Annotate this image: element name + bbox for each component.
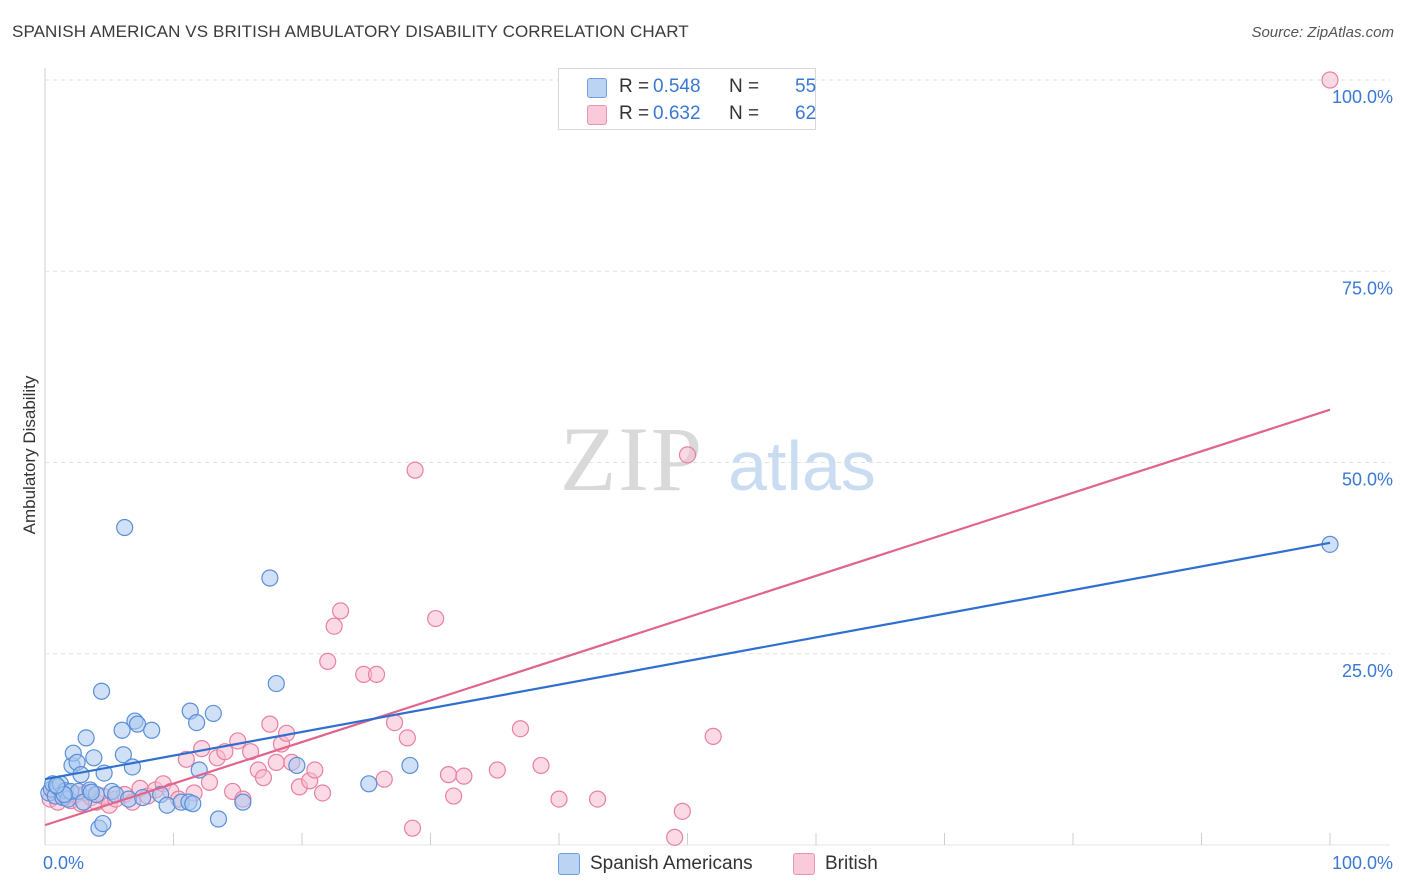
trend-lines [44, 408, 1331, 827]
british-point [673, 802, 691, 820]
spanish-american-point [113, 721, 131, 739]
british-point [229, 732, 247, 750]
british-point [427, 609, 445, 628]
spanish-american-point [134, 788, 152, 807]
spanish-american-point [85, 749, 103, 767]
british-point [455, 767, 473, 785]
bottom-legend-label: Spanish Americans [590, 853, 753, 874]
british-point [511, 720, 530, 738]
british-point [267, 753, 285, 771]
spanish-american-point [128, 715, 147, 733]
bottom-legend-label: British [825, 853, 878, 874]
legend-n-label: N = [729, 103, 760, 124]
british-point [406, 461, 424, 479]
british-point [666, 828, 684, 846]
british-point [403, 819, 422, 837]
british-point [177, 750, 195, 768]
watermark-zip: ZIP [560, 408, 704, 510]
y-axis-label: Ambulatory Disability [20, 375, 39, 534]
legend-swatch-pink [587, 105, 607, 125]
british-point [488, 761, 506, 779]
chart-title: SPANISH AMERICAN VS BRITISH AMBULATORY D… [12, 22, 689, 41]
british-point [375, 770, 393, 788]
legend-r-value: 0.632 [653, 103, 701, 124]
spanish-american-point [77, 729, 95, 747]
legend-swatch-blue [587, 78, 607, 98]
british-point [254, 769, 273, 787]
british-trend-line [44, 408, 1331, 827]
british-point [445, 787, 463, 805]
british-point [200, 773, 219, 791]
spanish-american-point [360, 775, 378, 793]
british-point [367, 665, 386, 684]
chart-source: Source: ZipAtlas.com [1251, 24, 1394, 41]
british-point [331, 602, 350, 620]
spanish-american-point [261, 569, 279, 587]
spanish-american-point [143, 721, 161, 739]
spanish-american-point [92, 682, 111, 700]
axis-labels: 0.0% 100.0% 25.0% 50.0% 75.0% 100.0% [43, 87, 1393, 873]
british-point [532, 756, 550, 775]
british-point [439, 766, 458, 784]
spanish-american-point [401, 756, 419, 775]
spanish-american-point [94, 814, 112, 833]
british-point [319, 652, 337, 671]
legend-box: R = 0.548 N = 55 R = 0.632 N = 62 [558, 68, 816, 130]
spanish-american-point [267, 674, 285, 693]
watermark-atlas: atlas [728, 427, 876, 505]
british-point [398, 729, 416, 747]
british-point [550, 790, 568, 808]
spanish-american-point [116, 518, 134, 537]
british-points [41, 71, 1339, 846]
british-point [261, 715, 279, 733]
spanish-american-point [114, 746, 132, 764]
spanish-americans-trend-line [44, 541, 1331, 781]
british-point [678, 446, 697, 464]
y-tick-label: 25.0% [1342, 661, 1393, 681]
spanish-american-point [209, 810, 228, 828]
x-tick-label: 100.0% [1332, 853, 1393, 873]
y-tick-label: 100.0% [1332, 87, 1393, 107]
y-tick-label: 50.0% [1342, 470, 1393, 490]
british-point [306, 761, 324, 779]
bottom-legend-swatch-blue [558, 853, 580, 875]
spanish-american-point [204, 704, 222, 723]
y-tick-label: 75.0% [1342, 278, 1393, 298]
british-point [588, 790, 607, 808]
spanish-american-point [288, 756, 306, 775]
x-axis-ticks [44, 833, 1331, 845]
legend-n-value: 62 [795, 103, 817, 124]
x-tick-label: 0.0% [43, 853, 84, 873]
spanish-american-point [158, 796, 176, 814]
legend-r-label: R = [619, 76, 650, 97]
british-point [325, 617, 343, 635]
spanish-american-point [47, 776, 66, 794]
legend-r-value: 0.548 [653, 76, 701, 97]
british-point [313, 784, 332, 802]
spanish-american-point [188, 713, 206, 732]
legend-n-label: N = [729, 76, 760, 97]
spanish-american-point [234, 793, 252, 811]
legend-n-value: 55 [795, 76, 817, 97]
bottom-legend-swatch-pink [793, 853, 815, 875]
british-point [704, 727, 722, 745]
british-point [1321, 71, 1339, 89]
spanish-american-point [82, 783, 100, 801]
legend-r-label: R = [619, 103, 650, 124]
spanish-american-point [184, 795, 202, 813]
